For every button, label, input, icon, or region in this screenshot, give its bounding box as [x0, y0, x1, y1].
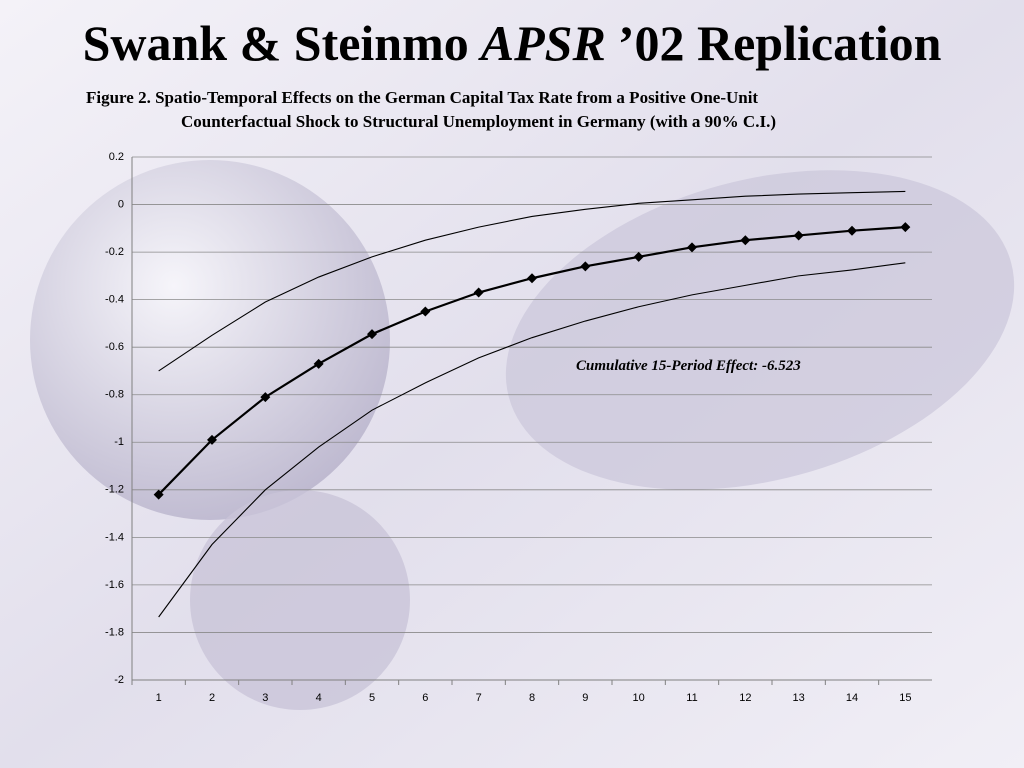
marker — [207, 434, 217, 445]
globe — [30, 160, 390, 520]
x-tick-label: 1 — [156, 692, 162, 704]
x-tick-label: 8 — [529, 692, 535, 704]
marker — [580, 261, 591, 272]
x-tick-label: 10 — [633, 692, 645, 704]
title: Swank & Steinmo APSR ’02 Replication — [83, 15, 942, 71]
x-tick-label: 9 — [582, 692, 588, 704]
x-tick-label: 7 — [476, 692, 482, 704]
subtitle: Counterfactual Shock to Structural Unemp… — [181, 112, 776, 131]
marker — [153, 489, 164, 500]
y-tick-label: -0.4 — [105, 294, 124, 306]
annotation: Cumulative 15-Period Effect: -6.523 — [576, 358, 801, 374]
y-tick-label: -1.4 — [105, 531, 124, 543]
x-tick-label: 14 — [846, 692, 858, 704]
title-part: APSR — [478, 15, 606, 71]
marker — [313, 358, 324, 369]
x-tick-label: 6 — [422, 692, 428, 704]
title-part: Swank & Steinmo — [83, 15, 469, 71]
globe-stand — [190, 490, 410, 710]
marker — [793, 230, 804, 241]
marker — [847, 225, 857, 236]
marker — [740, 235, 751, 246]
marker — [900, 222, 911, 233]
marker — [527, 273, 537, 284]
y-tick-label: -0.6 — [105, 341, 124, 353]
marker — [260, 392, 271, 403]
series-line — [158, 262, 906, 618]
marker — [420, 306, 431, 317]
y-tick-label: 0 — [118, 198, 124, 210]
marker — [367, 329, 377, 340]
x-tick-label: 15 — [899, 692, 911, 704]
y-tick-label: 0.2 — [109, 151, 124, 163]
y-tick-label: -1.2 — [105, 484, 124, 496]
y-tick-label: -1 — [114, 436, 124, 448]
marker — [473, 287, 484, 298]
x-tick-label: 4 — [316, 692, 322, 704]
x-tick-label: 13 — [793, 692, 805, 704]
x-tick-label: 12 — [739, 692, 751, 704]
marker — [687, 242, 697, 253]
y-tick-label: -2 — [114, 674, 124, 686]
x-tick-label: 3 — [262, 692, 268, 704]
shadow — [505, 170, 1015, 490]
x-tick-label: 2 — [209, 692, 215, 704]
title-part: ’02 Replication — [618, 15, 942, 71]
x-tick-label: 5 — [369, 692, 375, 704]
marker — [633, 251, 644, 262]
subtitle: Figure 2. Spatio-Temporal Effects on the… — [86, 88, 758, 107]
x-tick-label: 11 — [686, 692, 697, 704]
series-line — [158, 190, 906, 372]
y-tick-label: -0.2 — [105, 246, 124, 258]
y-tick-label: -1.6 — [105, 579, 124, 591]
y-tick-label: -0.8 — [105, 389, 124, 401]
y-tick-label: -1.8 — [105, 626, 124, 638]
